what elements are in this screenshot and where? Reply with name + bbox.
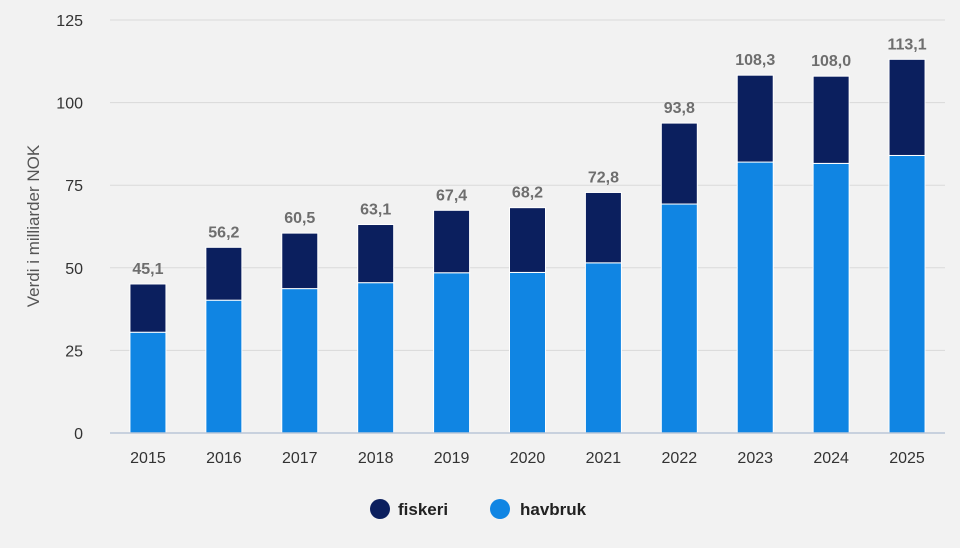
total-label-2024: 108,0	[811, 53, 851, 70]
y-axis-ticks: 0 25 50 75 100 125	[56, 13, 83, 443]
legend-label-havbruk: havbruk	[520, 500, 587, 519]
x-tick-label: 2018	[358, 450, 394, 467]
legend-swatch-havbruk	[490, 499, 510, 519]
legend-swatch-fiskeri	[370, 499, 390, 519]
legend-item-fiskeri[interactable]: fiskeri	[370, 499, 448, 519]
bar-havbruk-2023[interactable]	[736, 161, 774, 434]
y-tick-label: 0	[74, 426, 83, 443]
y-tick-label: 75	[65, 178, 83, 195]
bar-fiskeri-2018[interactable]	[357, 224, 395, 284]
legend-label-fiskeri: fiskeri	[398, 500, 448, 519]
bar-fiskeri-2015[interactable]	[129, 283, 167, 333]
x-axis-ticks: 2015 2016 2017 2018 2019 2020 2021 2022 2023 2024…	[130, 450, 925, 467]
x-tick-label: 2016	[206, 450, 242, 467]
legend: fiskeri havbruk	[370, 499, 587, 519]
legend-item-havbruk[interactable]: havbruk	[490, 499, 587, 519]
x-tick-label: 2024	[813, 450, 849, 467]
x-tick-label: 2019	[434, 450, 470, 467]
x-tick-label: 2023	[737, 450, 773, 467]
total-label-2017: 60,5	[284, 210, 315, 227]
bar-fiskeri-2020[interactable]	[509, 207, 546, 273]
bar-havbruk-2021[interactable]	[584, 262, 622, 434]
gridlines	[110, 19, 945, 351]
bar-fiskeri-2024[interactable]	[812, 75, 850, 164]
total-label-2023: 108,3	[735, 52, 775, 69]
bar-fiskeri-2017[interactable]	[281, 232, 319, 290]
bar-fiskeri-2021[interactable]	[584, 191, 622, 264]
total-labels: 45,1 56,2 60,5 63,1 67,4 68,2 72,8 93,8 108,3 108…	[132, 36, 926, 278]
bar-havbruk-2019[interactable]	[433, 272, 471, 434]
x-tick-label: 2021	[586, 450, 622, 467]
x-tick-label: 2025	[889, 450, 925, 467]
bar-havbruk-2022[interactable]	[660, 203, 698, 434]
total-label-2018: 63,1	[360, 202, 391, 219]
total-label-2015: 45,1	[132, 261, 163, 278]
y-tick-label: 125	[56, 13, 83, 30]
x-tick-label: 2022	[662, 450, 698, 467]
y-axis-label: Verdi i milliarder NOK	[24, 144, 43, 307]
bar-havbruk-2024[interactable]	[812, 162, 850, 434]
bar-havbruk-2017[interactable]	[281, 288, 319, 434]
x-tick-label: 2020	[510, 450, 546, 467]
bar-fiskeri-2025[interactable]	[888, 58, 926, 156]
bar-havbruk-2015[interactable]	[129, 331, 167, 434]
x-tick-label: 2017	[282, 450, 318, 467]
bar-havbruk-2020[interactable]	[509, 271, 546, 434]
total-label-2025: 113,1	[887, 36, 926, 53]
bars	[129, 58, 926, 434]
total-label-2019: 67,4	[436, 187, 467, 204]
x-tick-label: 2015	[130, 450, 166, 467]
y-tick-label: 50	[65, 261, 83, 278]
total-label-2016: 56,2	[208, 224, 239, 241]
bar-havbruk-2018[interactable]	[357, 282, 395, 434]
bar-fiskeri-2016[interactable]	[205, 246, 243, 301]
bar-fiskeri-2019[interactable]	[433, 209, 471, 274]
total-label-2021: 72,8	[588, 169, 619, 186]
bar-fiskeri-2023[interactable]	[736, 74, 774, 163]
y-tick-label: 100	[56, 96, 83, 113]
bar-fiskeri-2022[interactable]	[660, 122, 698, 205]
bar-havbruk-2025[interactable]	[888, 154, 926, 434]
y-tick-label: 25	[65, 343, 83, 360]
total-label-2020: 68,2	[512, 185, 543, 202]
total-label-2022: 93,8	[664, 100, 695, 117]
bar-havbruk-2016[interactable]	[205, 299, 243, 434]
